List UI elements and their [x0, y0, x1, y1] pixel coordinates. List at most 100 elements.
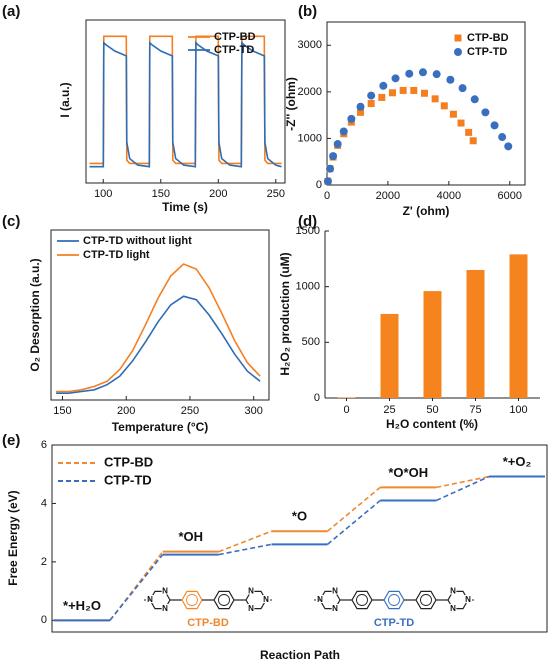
- x-axis-label: Time (s): [162, 200, 208, 214]
- x-tick-label: 150: [53, 405, 71, 417]
- x-axis-label: H₂O content (%): [386, 417, 478, 431]
- x-tick-label: 0: [343, 404, 349, 416]
- point: [410, 86, 418, 94]
- point: [498, 133, 507, 142]
- structure-label: CTP-TD: [374, 617, 414, 629]
- point: [481, 108, 490, 117]
- point: [333, 140, 342, 149]
- state-label: *O*OH: [388, 465, 428, 480]
- point: [432, 70, 441, 79]
- y-axis-label: Free Energy (eV): [6, 490, 20, 585]
- y-tick-label: 1500: [296, 225, 320, 237]
- x-tick-label: 50: [426, 404, 438, 416]
- x-tick-label: 200: [117, 405, 135, 417]
- atom-label: N: [450, 586, 456, 595]
- ring-inner: [388, 594, 400, 606]
- legend-label: CTP-BD: [467, 32, 509, 44]
- x-axis-label: Z' (ohm): [403, 204, 450, 218]
- point: [457, 119, 465, 127]
- x-tick-label: 150: [152, 188, 170, 200]
- atom-label: N: [332, 604, 338, 613]
- x-tick-label: 75: [469, 404, 481, 416]
- atom-label: N: [248, 604, 254, 613]
- point: [378, 93, 386, 101]
- point: [388, 89, 396, 97]
- point: [391, 74, 400, 83]
- x-tick-label: 100: [509, 404, 527, 416]
- point: [339, 127, 348, 136]
- state-label: *+H₂O: [63, 598, 101, 613]
- y-tick-label: 6: [41, 439, 47, 451]
- y-axis-label: H₂O₂ production (uM): [278, 252, 292, 375]
- point: [347, 114, 356, 123]
- x-tick-label: 250: [267, 188, 285, 200]
- point: [446, 75, 455, 84]
- bar: [337, 397, 356, 398]
- panel-label: (e): [2, 432, 20, 449]
- connector: [326, 499, 381, 545]
- connector: [109, 554, 164, 621]
- ring: [351, 590, 373, 610]
- y-tick-label: 1000: [296, 281, 320, 293]
- point: [379, 81, 388, 90]
- point: [329, 152, 338, 161]
- point: [504, 142, 513, 151]
- point: [405, 69, 414, 78]
- point: [326, 164, 335, 173]
- point: [357, 108, 365, 116]
- atom-label: N: [450, 604, 456, 613]
- ring-inner: [218, 594, 230, 606]
- atom-label: N: [147, 595, 153, 604]
- x-tick-label: 300: [245, 405, 263, 417]
- y-axis-label: -Z'' (ohm): [284, 77, 298, 131]
- connector: [436, 475, 490, 489]
- point: [449, 110, 457, 118]
- panel-label: (c): [2, 213, 20, 230]
- panel-label: (d): [298, 213, 317, 230]
- legend-label: CTP-BD: [104, 454, 153, 469]
- ring: [415, 590, 437, 610]
- x-axis-label: Temperature (°C): [112, 420, 209, 434]
- ring-inner: [356, 594, 368, 606]
- y-tick-label: 0: [314, 392, 320, 404]
- atom-label: N: [332, 586, 338, 595]
- point: [454, 48, 462, 56]
- legend-label: CTP-TD: [467, 46, 507, 58]
- x-tick-label: 25: [383, 404, 395, 416]
- state-label: *O: [292, 509, 307, 524]
- structure-label: CTP-BD: [187, 617, 229, 629]
- point: [420, 89, 428, 97]
- point: [469, 137, 477, 145]
- connector: [218, 543, 272, 556]
- connector: [326, 486, 381, 532]
- bar: [509, 254, 528, 398]
- y-tick-label: 500: [302, 336, 320, 348]
- y-tick-label: 3000: [298, 39, 322, 51]
- x-axis-label: Reaction Path: [260, 648, 340, 662]
- plot-frame: [50, 229, 270, 401]
- x-tick-label: 0: [324, 190, 330, 202]
- plot-frame: [85, 19, 286, 184]
- y-tick-label: 0: [316, 179, 322, 191]
- ring-inner: [186, 594, 198, 606]
- point: [367, 91, 376, 100]
- bar: [423, 291, 442, 398]
- y-tick-label: 2: [41, 556, 47, 568]
- legend-label: CTP-TD light: [83, 249, 150, 261]
- point: [418, 68, 427, 77]
- connector: [218, 530, 272, 553]
- legend-label: CTP-BD: [214, 31, 256, 43]
- legend-label: CTP-TD without light: [83, 235, 192, 247]
- y-tick-label: 0: [41, 614, 47, 626]
- x-tick-label: 100: [94, 188, 112, 200]
- y-axis-label: O₂ Desorption (a.u.): [28, 258, 42, 371]
- connector: [435, 475, 490, 502]
- plot-frame: [326, 21, 526, 186]
- series-line: [89, 40, 282, 168]
- atom-label: N: [248, 586, 254, 595]
- y-tick-label: 1000: [298, 132, 322, 144]
- x-tick-label: 2000: [376, 190, 400, 202]
- plot-frame: [51, 444, 548, 633]
- legend-label: CTP-TD: [104, 472, 152, 487]
- atom-label: N: [317, 595, 323, 604]
